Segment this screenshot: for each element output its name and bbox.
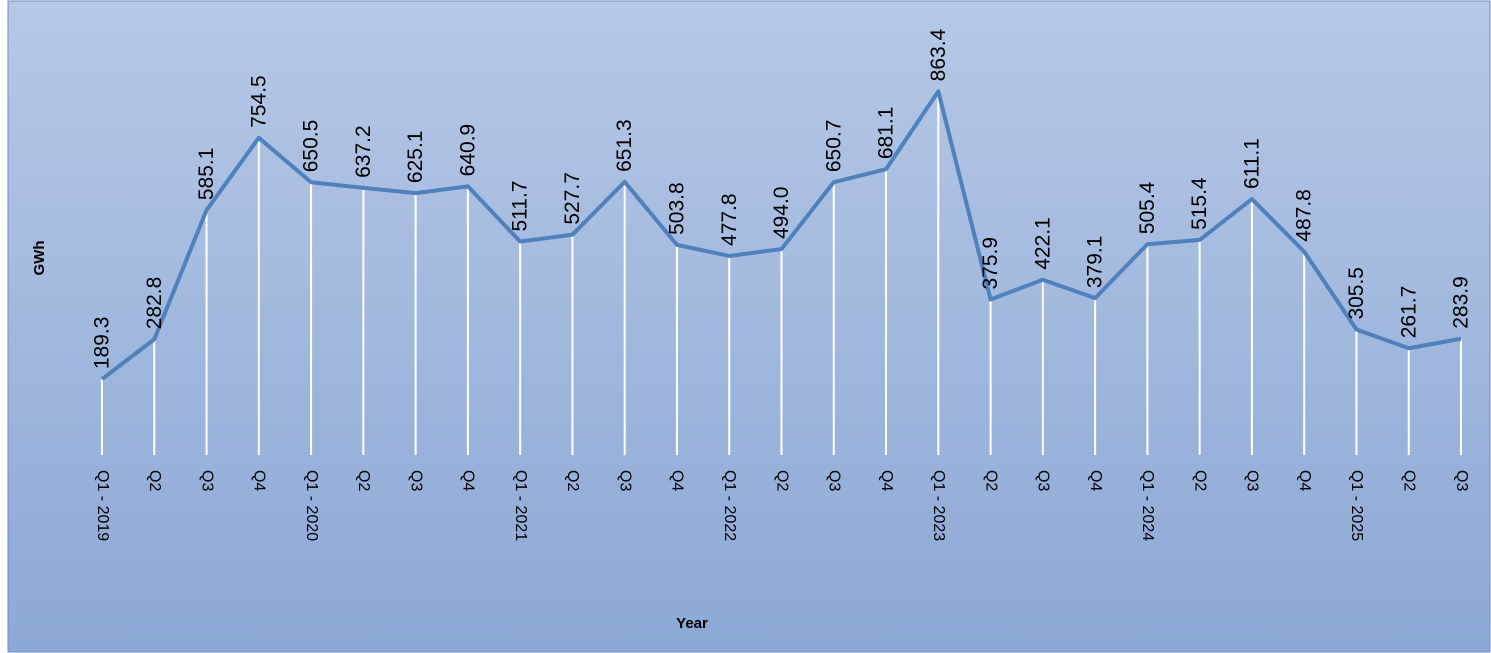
data-label: 754.5 bbox=[247, 75, 270, 128]
data-label: 625.1 bbox=[404, 131, 427, 184]
x-tick-label: Q2 bbox=[982, 470, 999, 491]
data-label: 511.7 bbox=[509, 181, 532, 232]
x-tick-label: Q2 bbox=[1400, 470, 1417, 491]
data-label: 515.4 bbox=[1188, 177, 1211, 230]
data-label: 494.0 bbox=[770, 186, 793, 239]
x-tick-label: Q4 bbox=[1296, 470, 1313, 491]
x-tick-label: Q1 - 2021 bbox=[512, 470, 529, 541]
data-label: 261.7 bbox=[1397, 286, 1420, 339]
x-tick-label: Q4 bbox=[669, 470, 686, 491]
x-tick-label: Q2 bbox=[1191, 470, 1208, 491]
data-label: 505.4 bbox=[1136, 181, 1159, 234]
data-label: 487.8 bbox=[1293, 189, 1316, 242]
x-tick-label: Q1 - 2025 bbox=[1348, 470, 1365, 541]
data-label: 640.9 bbox=[456, 124, 479, 177]
data-label: 585.1 bbox=[195, 148, 218, 201]
data-label: 527.7 bbox=[561, 172, 584, 225]
data-label: 650.5 bbox=[300, 120, 323, 173]
chart-background bbox=[7, 0, 1491, 653]
x-tick-label: Q2 bbox=[564, 470, 581, 491]
x-tick-label: Q3 bbox=[198, 470, 215, 491]
data-label: 863.4 bbox=[927, 28, 950, 81]
x-tick-label: Q2 bbox=[773, 470, 790, 491]
x-tick-label: Q3 bbox=[826, 470, 843, 491]
x-tick-label: Q1 - 2024 bbox=[1139, 470, 1156, 541]
data-label: 650.7 bbox=[822, 120, 845, 173]
x-tick-label: Q3 bbox=[1035, 470, 1052, 491]
data-label: 422.1 bbox=[1031, 217, 1054, 270]
data-label: 379.1 bbox=[1084, 236, 1107, 289]
data-label: 375.9 bbox=[979, 237, 1002, 290]
x-tick-label: Q4 bbox=[1087, 470, 1104, 491]
data-label: 681.1 bbox=[875, 107, 898, 160]
x-tick-label: Q3 bbox=[407, 470, 424, 491]
x-tick-label: Q3 bbox=[1453, 470, 1470, 491]
data-label: 283.9 bbox=[1450, 276, 1473, 329]
data-label: 282.8 bbox=[143, 277, 166, 330]
x-tick-label: Q4 bbox=[878, 470, 895, 491]
data-label: 189.3 bbox=[91, 317, 114, 370]
data-label: 611.1 bbox=[1240, 138, 1263, 189]
data-label: 503.8 bbox=[666, 182, 689, 235]
x-tick-label: Q2 bbox=[355, 470, 372, 491]
x-tick-label: Q4 bbox=[251, 470, 268, 491]
data-label: 305.5 bbox=[1345, 267, 1368, 320]
data-label: 477.8 bbox=[718, 193, 741, 246]
x-tick-label: Q1 - 2019 bbox=[94, 470, 111, 541]
y-axis-title: GWh bbox=[31, 241, 48, 276]
x-tick-label: Q1 - 2020 bbox=[303, 470, 320, 541]
x-tick-label: Q3 bbox=[616, 470, 633, 491]
x-tick-label: Q1 - 2022 bbox=[721, 470, 738, 541]
x-tick-label: Q1 - 2023 bbox=[930, 470, 947, 541]
data-label: 651.3 bbox=[613, 119, 636, 172]
x-tick-label: Q2 bbox=[146, 470, 163, 491]
data-label: 637.2 bbox=[352, 125, 375, 178]
x-tick-label: Q3 bbox=[1244, 470, 1261, 491]
x-tick-label: Q4 bbox=[460, 470, 477, 491]
data-line bbox=[100, 89, 1462, 381]
x-axis-title: Year bbox=[676, 615, 708, 632]
